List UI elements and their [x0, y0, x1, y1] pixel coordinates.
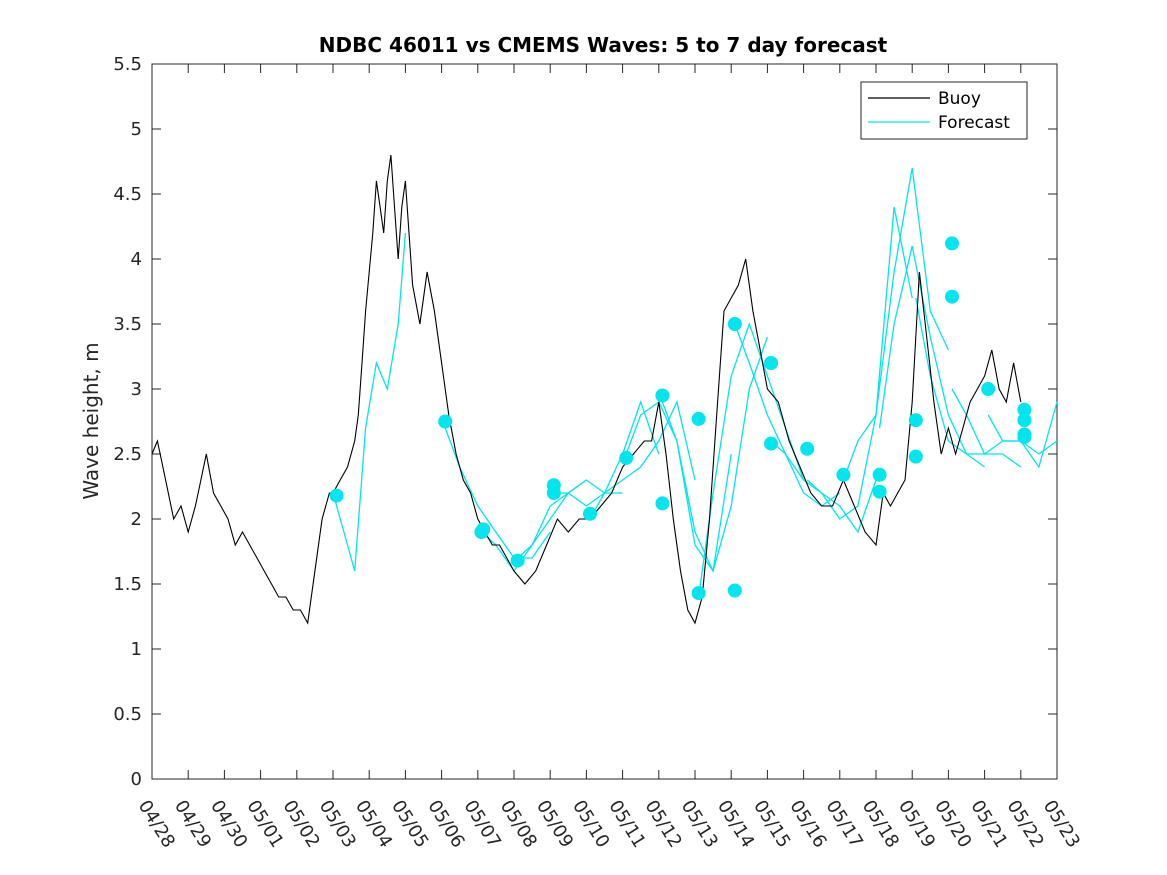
y-axis-title: Wave height, m: [79, 342, 103, 499]
forecast-line: [806, 206, 913, 520]
legend-buoy-label: Buoy: [938, 89, 981, 109]
legend-forecast-label: Forecast: [938, 113, 1010, 133]
forecast-marker: [583, 506, 598, 521]
forecast-marker: [800, 441, 815, 456]
y-tick-label: 2: [131, 509, 142, 530]
y-tick-label: 0.5: [113, 704, 142, 725]
legend: Buoy Forecast: [860, 81, 1028, 140]
forecast-marker: [691, 586, 706, 601]
forecast-marker: [1017, 430, 1032, 445]
forecast-marker: [655, 388, 670, 403]
forecast-line: [915, 297, 1022, 468]
buoy-line: [151, 154, 1022, 625]
y-tick-label: 5: [131, 119, 142, 140]
y-tick-label: 4: [131, 249, 142, 270]
forecast-marker: [727, 317, 742, 331]
y-tick-label: 4.5: [113, 184, 142, 205]
forecast-marker: [945, 289, 960, 304]
forecast-marker: [908, 413, 923, 428]
forecast-line: [589, 400, 696, 520]
forecast-marker: [836, 467, 851, 482]
forecast-marker: [764, 356, 779, 370]
y-tick-label: 1: [131, 639, 142, 660]
forecast-marker: [655, 496, 670, 511]
forecast-marker: [981, 382, 996, 396]
y-tick-label: 0: [131, 769, 142, 790]
forecast-marker: [546, 486, 561, 500]
forecast-marker: [476, 522, 491, 537]
axes-box: [151, 63, 1058, 780]
forecast-marker: [1017, 402, 1032, 417]
forecast-marker: [945, 236, 960, 251]
forecast-marker: [872, 484, 887, 499]
forecast-marker: [510, 553, 525, 568]
forecast-marker: [438, 414, 453, 429]
chart-title: NDBC 46011 vs CMEMS Waves: 5 to 7 day fo…: [319, 33, 888, 57]
forecast-marker: [691, 411, 706, 426]
forecast-line: [332, 232, 407, 572]
forecast-marker: [908, 449, 923, 464]
y-tick-label: 3.5: [113, 314, 142, 335]
legend-box: [860, 81, 1028, 140]
forecast-marker: [619, 450, 634, 465]
y-tick-label: 5.5: [113, 54, 142, 75]
forecast-marker: [329, 488, 344, 503]
forecast-marker: [727, 583, 742, 598]
forecast-marker: [764, 436, 779, 451]
forecast-line: [661, 336, 769, 573]
forecast-line: [842, 167, 949, 481]
y-tick-label: 1.5: [113, 574, 142, 595]
forecast-marker: [872, 467, 887, 482]
y-tick-label: 2.5: [113, 444, 142, 465]
y-tick-label: 3: [131, 379, 142, 400]
